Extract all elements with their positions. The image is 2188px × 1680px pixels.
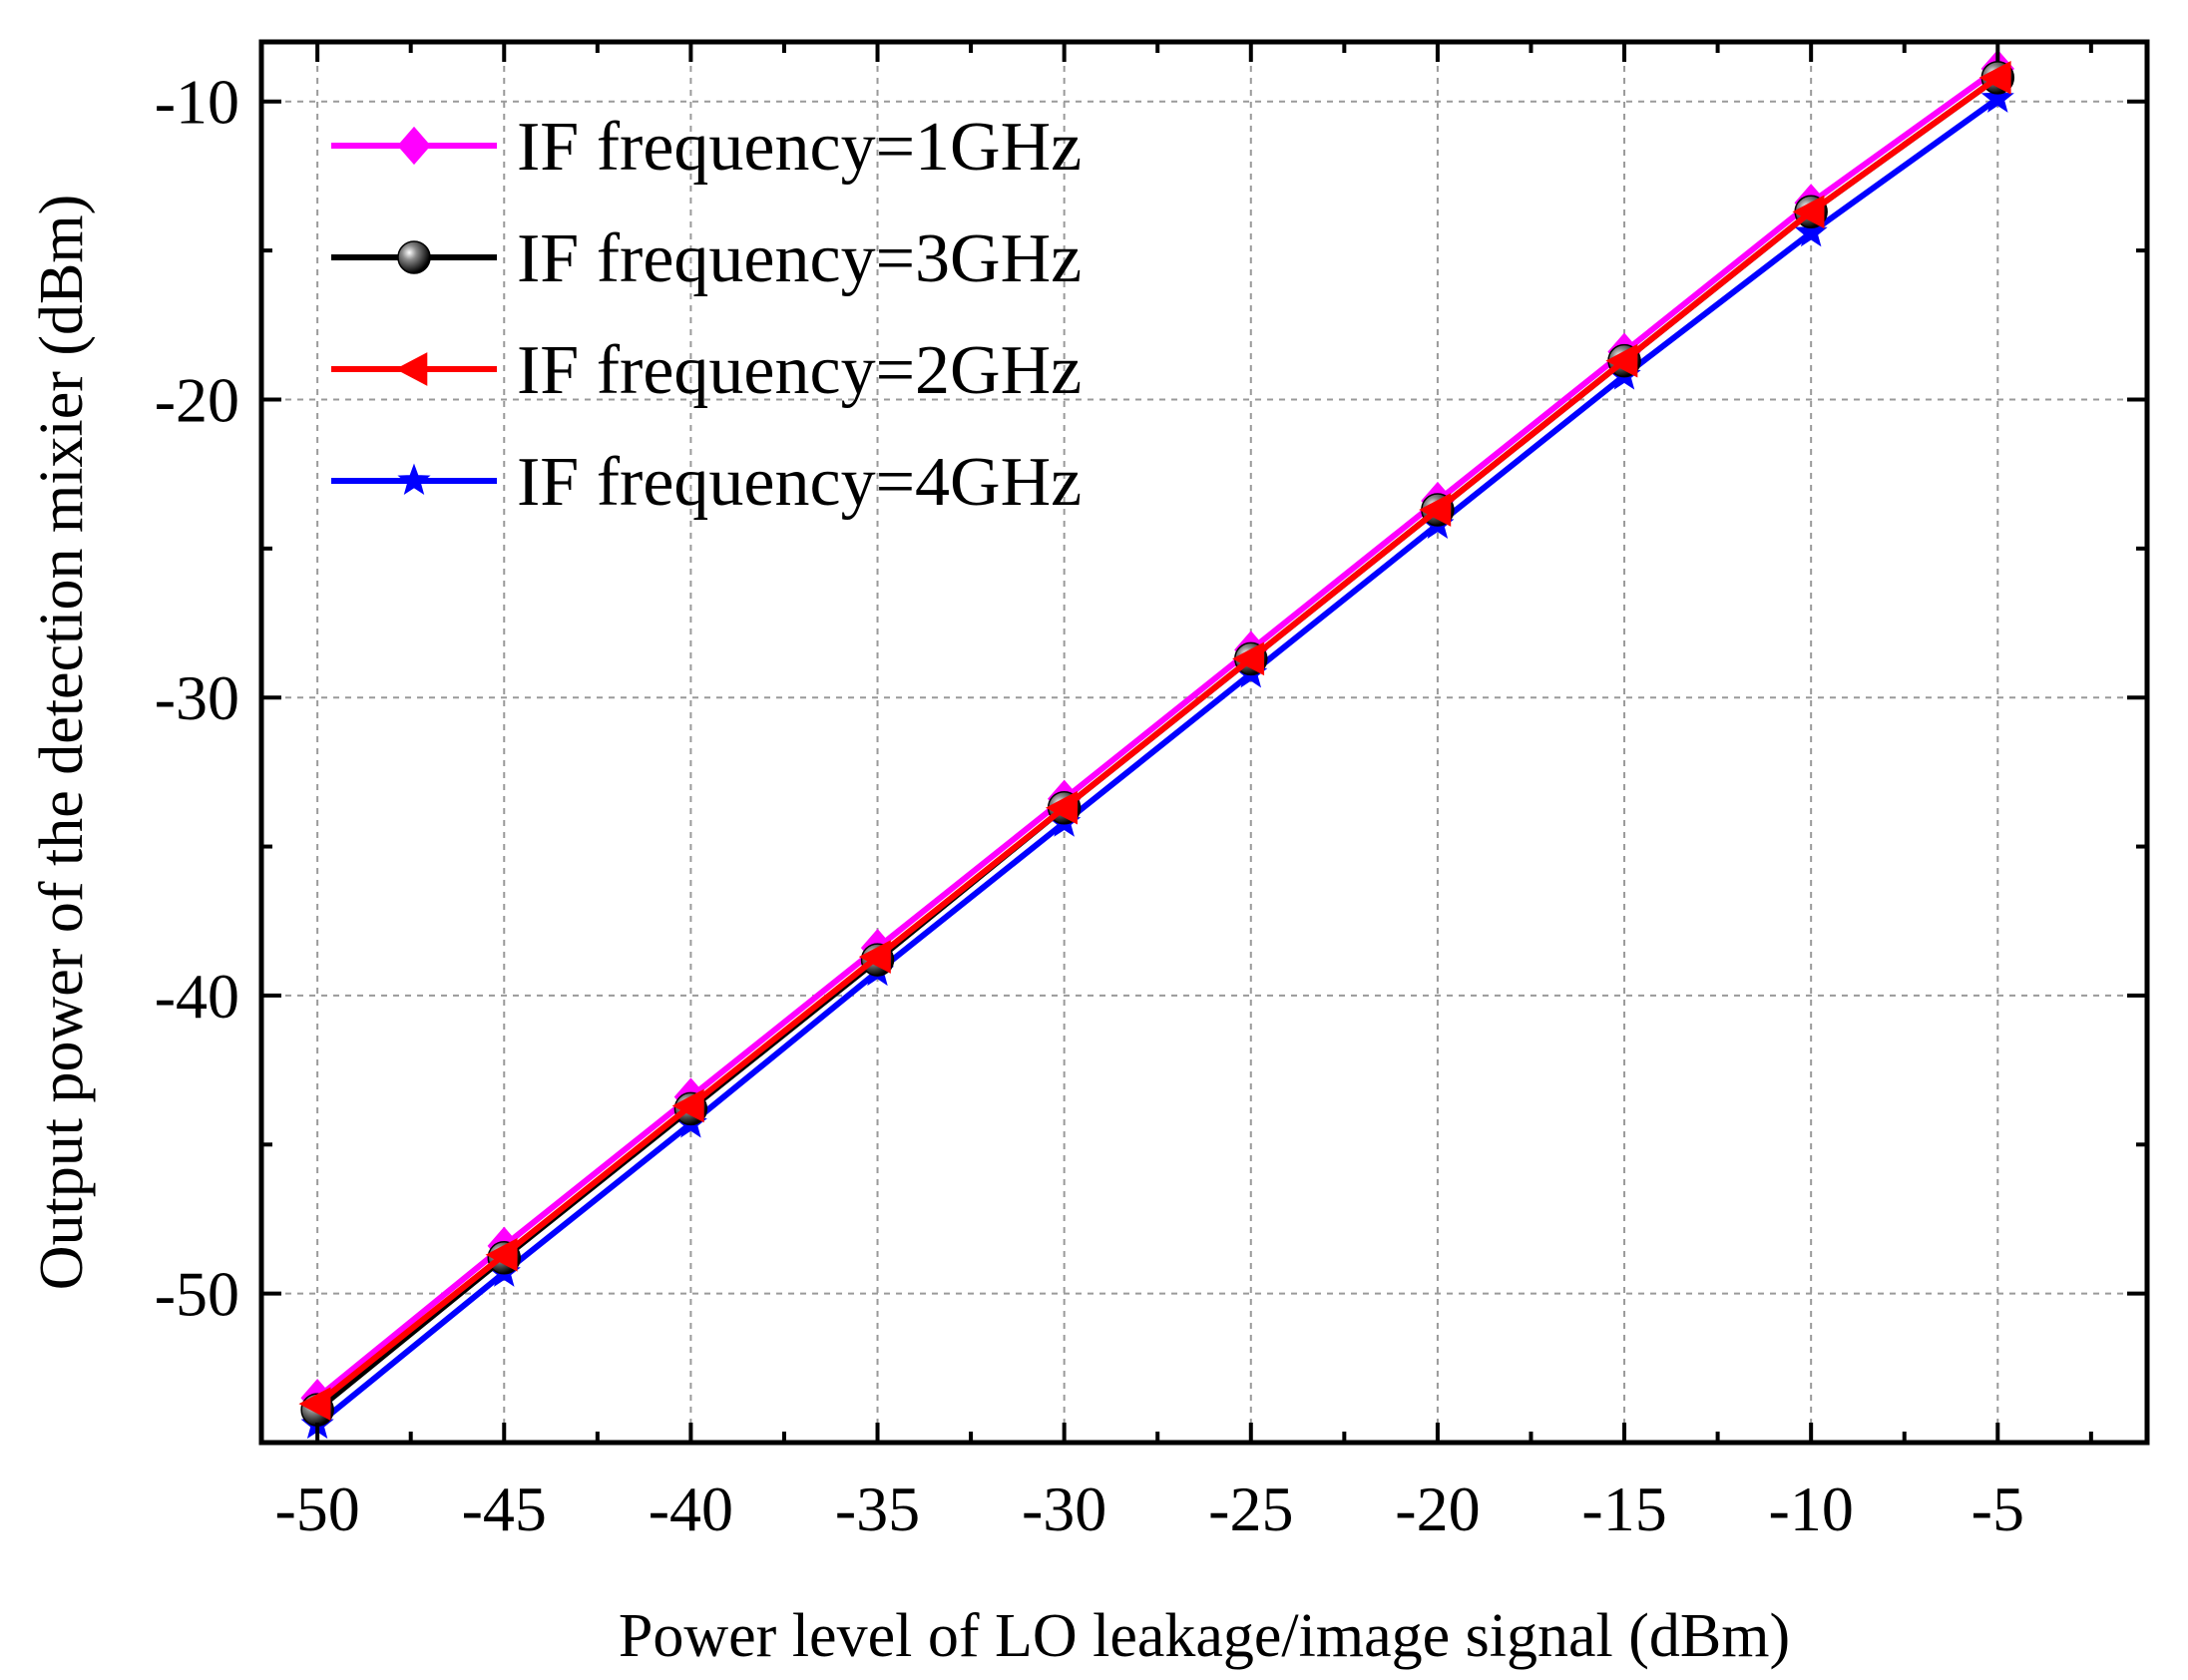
tick-labels: -50 -45 -40 -35 -30 -25 -20 -15 -10 -5 -10 -20 -30 -4… <box>155 67 2024 1544</box>
x-tick-label: -20 <box>1395 1473 1480 1544</box>
data-point <box>485 1237 518 1272</box>
data-point <box>1232 641 1265 676</box>
legend-entry: IF frequency=1GHz <box>331 109 1082 186</box>
x-tick-label: -50 <box>274 1473 359 1544</box>
data-point <box>858 940 891 974</box>
legend-entry: IF frequency=3GHz <box>331 220 1082 297</box>
y-tick-label: -50 <box>155 1259 239 1330</box>
series-line <box>315 96 2000 1428</box>
y-axis-title: Output power of the detection mixier (dB… <box>28 195 96 1291</box>
axis-ticks <box>261 42 2147 1443</box>
data-point <box>671 1088 704 1123</box>
series-line <box>315 75 2000 1407</box>
data-point <box>1045 790 1078 825</box>
data-point <box>1419 493 1452 527</box>
series-line <box>315 66 2000 1401</box>
legend-entry: IF frequency=2GHz <box>331 332 1082 409</box>
x-tick-label: -25 <box>1208 1473 1293 1544</box>
grid <box>261 42 2147 1443</box>
y-tick-label: -10 <box>155 67 239 138</box>
plot-frame <box>258 39 2150 1446</box>
legend-marker <box>395 352 428 386</box>
legend: IF frequency=1GHz IF frequency=3GHz IF fre… <box>331 109 1082 521</box>
legend-label: IF frequency=3GHz <box>517 220 1082 297</box>
y-tick-label: -20 <box>155 364 239 435</box>
x-tick-label: -45 <box>462 1473 547 1544</box>
series-layer <box>298 49 2015 1440</box>
y-tick-label: -30 <box>155 662 239 733</box>
legend-entry: IF frequency=4GHz <box>331 444 1082 521</box>
data-point <box>1792 195 1825 229</box>
x-tick-label: -10 <box>1769 1473 1854 1544</box>
legend-label: IF frequency=4GHz <box>517 444 1082 521</box>
x-tick-label: -40 <box>649 1473 733 1544</box>
legend-marker <box>397 126 431 166</box>
y-tick-label: -40 <box>155 961 239 1032</box>
x-tick-label: -5 <box>1971 1473 2024 1544</box>
legend-marker <box>397 463 431 496</box>
x-axis-title: Power level of LO leakage/image signal (… <box>619 1602 1790 1670</box>
data-point <box>1978 61 2011 95</box>
data-point <box>298 1387 331 1421</box>
legend-label: IF frequency=1GHz <box>517 109 1082 186</box>
data-point <box>1605 343 1638 378</box>
x-tick-label: -15 <box>1581 1473 1666 1544</box>
x-tick-label: -30 <box>1022 1473 1106 1544</box>
x-tick-label: -35 <box>835 1473 920 1544</box>
series-if-frequency-2ghz <box>298 61 2011 1421</box>
legend-marker <box>397 240 431 274</box>
legend-label: IF frequency=2GHz <box>517 332 1082 409</box>
